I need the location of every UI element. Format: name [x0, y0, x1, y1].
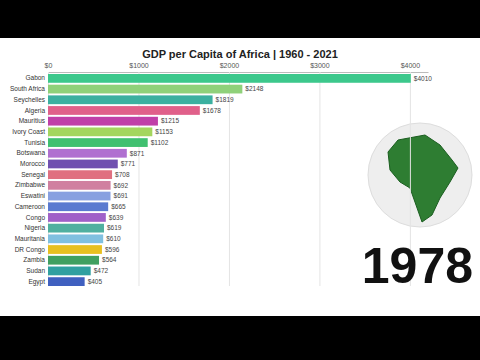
- x-tick-label: $2000: [220, 62, 240, 69]
- category-label: Mauritania: [15, 235, 46, 242]
- globe-africa: [388, 135, 458, 222]
- y-tick: Botswana: [16, 149, 45, 156]
- chart: GDP per Capita of Africa | 1960 - 2021 $0…: [0, 0, 480, 360]
- data-label: $1102: [151, 139, 169, 146]
- data-label: $871: [130, 150, 145, 157]
- grid-line: [229, 72, 230, 286]
- data-label: $2148: [245, 85, 263, 92]
- category-label: Zambia: [23, 256, 45, 263]
- data-label: $1215: [161, 117, 179, 124]
- bar: [48, 256, 99, 265]
- y-tick: Mauritania: [15, 235, 46, 242]
- grid-line: [319, 72, 320, 286]
- category-label: Senegal: [21, 171, 45, 179]
- bar: [48, 213, 106, 222]
- bar: [48, 138, 148, 147]
- category-label: Morocco: [20, 160, 45, 167]
- x-tick-label: $0: [45, 62, 53, 69]
- data-label: $1153: [155, 128, 173, 135]
- bar: [48, 95, 213, 104]
- y-tick: Seychelles: [14, 96, 46, 104]
- category-label: Egypt: [28, 278, 45, 286]
- data-label: $1819: [216, 96, 234, 103]
- category-label: Botswana: [16, 149, 45, 156]
- bar: [48, 117, 158, 126]
- category-label: Eswatini: [21, 192, 45, 199]
- category-label: DR Congo: [15, 246, 46, 254]
- category-label: Mauritius: [19, 117, 46, 124]
- bar: [48, 85, 242, 94]
- bar: [48, 234, 103, 243]
- title: GDP per Capita of Africa | 1960 - 2021: [142, 48, 338, 60]
- category-label: Nigeria: [24, 224, 45, 232]
- category-label: Algeria: [25, 107, 46, 115]
- bar: [48, 74, 411, 83]
- letterbox-bottom: [0, 316, 480, 360]
- x-tick: $3000: [310, 62, 330, 286]
- year-label: 1978: [362, 238, 473, 294]
- y-tick: Egypt: [28, 278, 45, 286]
- y-tick: Morocco: [20, 160, 45, 167]
- y-tick: Senegal: [21, 171, 45, 179]
- category-label: Zimbabwe: [15, 181, 45, 188]
- data-label: $691: [114, 192, 129, 199]
- data-label: $596: [105, 246, 120, 253]
- bar: [48, 127, 152, 136]
- y-axis: Gabon South Africa Seychelles Algeria Maurit…: [10, 74, 46, 285]
- x-axis-line: [49, 72, 429, 73]
- globe-sphere: [368, 123, 472, 227]
- data-label: $4010: [414, 75, 432, 82]
- x-tick-label: $4000: [401, 62, 421, 69]
- bar: [48, 170, 112, 179]
- data-label: $610: [106, 235, 121, 242]
- y-tick: DR Congo: [15, 246, 46, 254]
- bar: [48, 149, 127, 158]
- data-label: $692: [114, 182, 129, 189]
- bar: [48, 245, 102, 254]
- category-label: Seychelles: [14, 96, 46, 104]
- data-label: $708: [115, 171, 130, 178]
- data-label: $619: [107, 224, 122, 231]
- y-tick: Cameroon: [15, 203, 46, 210]
- y-tick: Eswatini: [21, 192, 45, 199]
- letterbox-top: [0, 0, 480, 38]
- y-tick: Sudan: [26, 267, 45, 274]
- data-label: $472: [94, 267, 109, 274]
- category-label: Cameroon: [15, 203, 46, 210]
- y-tick: Tunisia: [24, 139, 45, 146]
- y-tick: Gabon: [25, 74, 45, 81]
- category-label: Gabon: [25, 74, 45, 81]
- globe: [368, 123, 472, 227]
- data-label: $1678: [203, 107, 221, 114]
- bars: [48, 74, 411, 286]
- category-label: South Africa: [10, 85, 45, 92]
- bar: [48, 192, 111, 201]
- x-tick-label: $1000: [129, 62, 149, 69]
- bar: [48, 160, 118, 169]
- data-label: $405: [88, 278, 103, 285]
- y-tick: Congo: [26, 214, 46, 222]
- bar: [48, 106, 200, 115]
- y-tick: South Africa: [10, 85, 45, 92]
- y-tick: Mauritius: [19, 117, 46, 124]
- y-tick: Zimbabwe: [15, 181, 45, 188]
- bar: [48, 267, 91, 276]
- bar: [48, 277, 85, 286]
- y-tick: Algeria: [25, 107, 46, 115]
- data-label: $639: [109, 214, 124, 221]
- category-label: Sudan: [26, 267, 45, 274]
- category-label: Congo: [26, 214, 46, 222]
- bar: [48, 224, 104, 233]
- category-label: Tunisia: [24, 139, 45, 146]
- data-label: $771: [121, 160, 136, 167]
- x-tick-label: $3000: [310, 62, 330, 69]
- bar: [48, 181, 111, 190]
- data-label: $665: [111, 203, 126, 210]
- y-tick: Nigeria: [24, 224, 45, 232]
- y-tick: Ivory Coast: [12, 128, 45, 136]
- y-tick: Zambia: [23, 256, 45, 263]
- bar: [48, 202, 108, 211]
- data-label: $564: [102, 256, 117, 263]
- category-label: Ivory Coast: [12, 128, 45, 136]
